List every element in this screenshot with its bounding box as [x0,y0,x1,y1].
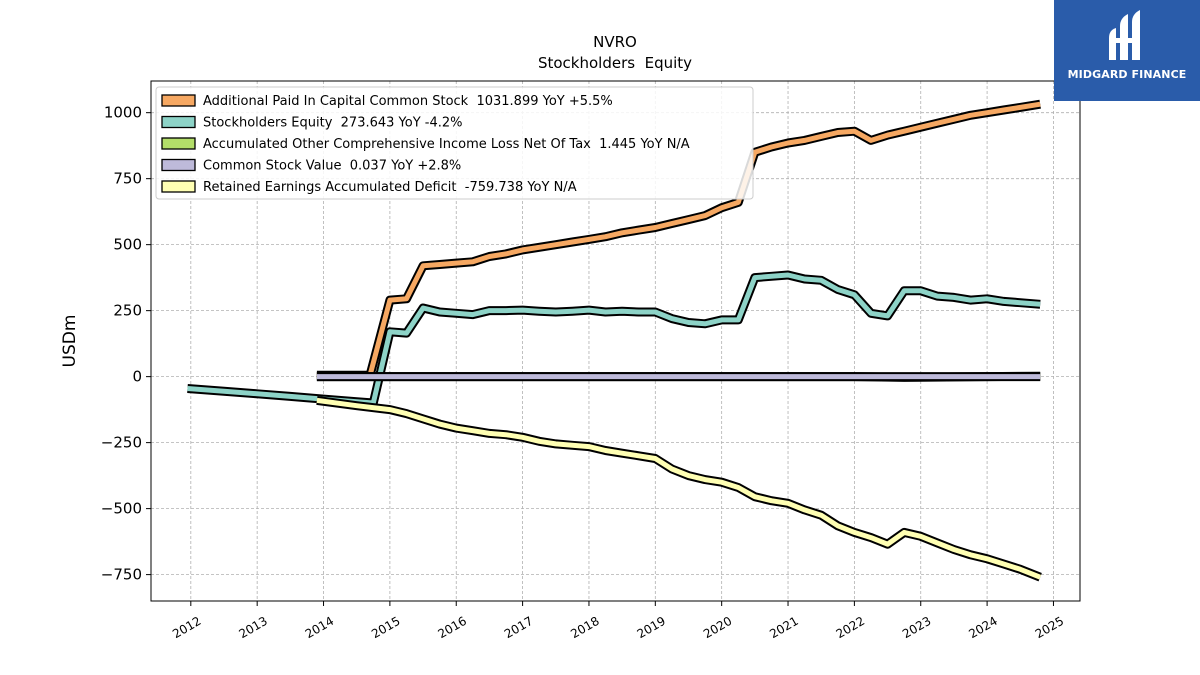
midgard-finance-logo: MIDGARD FINANCE [1054,0,1200,101]
chart-subtitle: Stockholders Equity [538,54,692,72]
y-tick-label: 0 [132,368,142,386]
legend-label: Accumulated Other Comprehensive Income L… [203,137,690,152]
y-tick-label: −750 [101,566,142,584]
legend-swatch [161,137,196,150]
y-tick-label: 250 [113,302,142,320]
legend-label: Additional Paid In Capital Common Stock … [203,94,613,109]
legend-swatch [161,115,196,129]
y-axis-label: USDm [60,315,80,368]
legend-label: Common Stock Value 0.037 YoY +2.8% [203,159,461,174]
y-tick-label: 1000 [104,104,142,122]
legend: Additional Paid In Capital Common Stock … [155,86,754,200]
plot-frame [150,80,1081,602]
series-lines [187,99,1042,582]
legend-label: Retained Earnings Accumulated Deficit -7… [203,180,577,195]
legend-label: Stockholders Equity 273.643 YoY -4.2% [203,116,463,131]
chart-title: NVRO [593,33,637,51]
y-tick-label: −500 [101,500,142,518]
series-line-additional-paid-in-capital-common-stock [316,101,1041,378]
series-line-stockholders-equity [187,272,1041,406]
y-tick-label: 750 [113,170,142,188]
logo-text: MIDGARD FINANCE [1067,68,1187,81]
legend-swatch [161,94,196,107]
legend-swatch [161,158,196,172]
y-tick-label: 500 [113,236,142,254]
y-axis-ticks: −750 −500 −250 0 250 500 750 1000 [101,104,151,584]
legend-swatch [161,180,196,193]
y-tick-label: −250 [101,434,142,452]
series-line-retained-earnings-accumulated-deficit [316,397,1042,580]
legend-box [155,86,754,200]
midgard-logo-icon [1109,10,1140,60]
